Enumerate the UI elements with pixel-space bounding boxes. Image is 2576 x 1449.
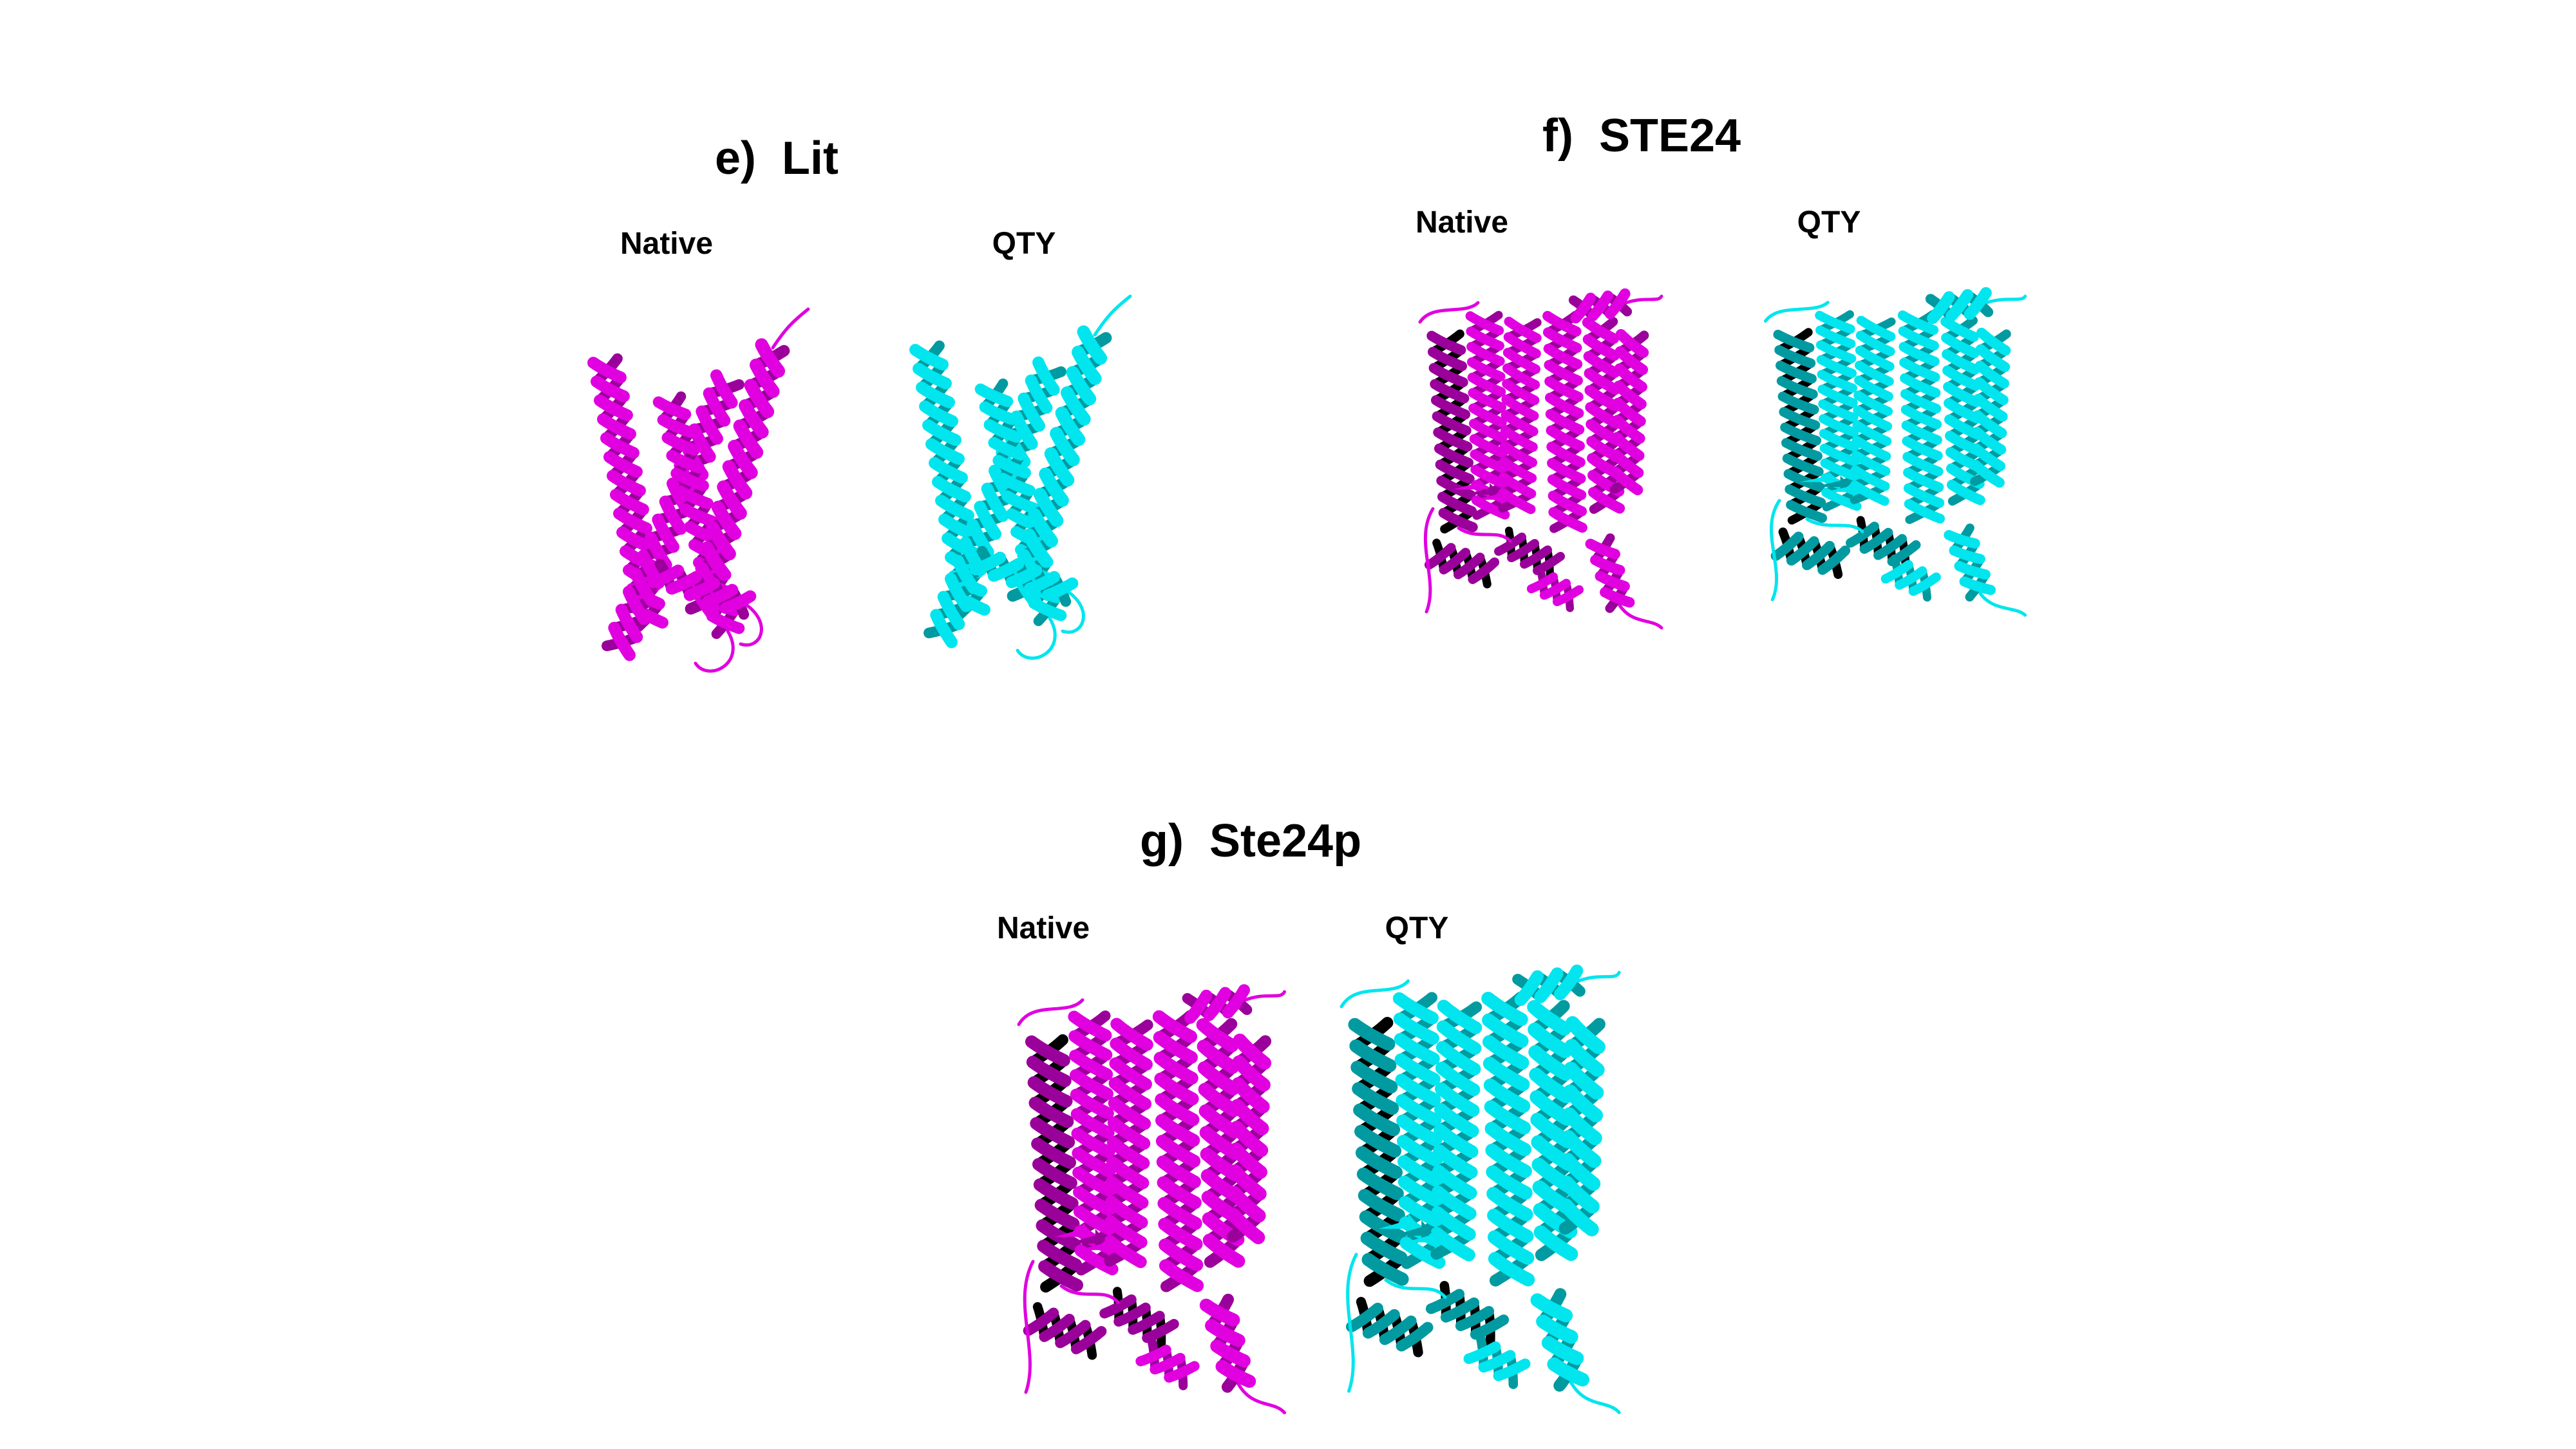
helix <box>1591 538 1630 608</box>
helix <box>1159 1016 1197 1286</box>
helix <box>1233 1040 1265 1237</box>
loop <box>773 309 808 348</box>
helix <box>1949 528 1991 597</box>
loop <box>1980 594 2025 616</box>
helix <box>1436 1006 1476 1255</box>
loop <box>1987 296 2025 303</box>
loop <box>1807 519 1862 531</box>
helix <box>1141 1341 1195 1386</box>
helix <box>1469 1338 1525 1385</box>
panel-f-qty-structure <box>1752 296 2029 618</box>
panel-g-native-structure <box>1005 992 1288 1417</box>
loop <box>1245 992 1285 1000</box>
panel-g-native-label: Native <box>947 913 1140 944</box>
panel-e-native-structure <box>580 303 811 689</box>
panel-f-qty-label: QTY <box>1732 207 1926 238</box>
helix <box>1432 334 1473 529</box>
helix <box>1352 1302 1428 1352</box>
panel-f-native-structure <box>1407 296 1665 631</box>
helix <box>1429 543 1494 584</box>
loop <box>1578 972 1619 981</box>
helix <box>1886 558 1937 597</box>
helix <box>1188 990 1247 1018</box>
helix <box>1902 314 1940 520</box>
loop <box>1626 296 1662 303</box>
helix <box>1573 294 1627 318</box>
helix <box>1854 321 1891 502</box>
helix <box>1975 333 2006 483</box>
helix <box>1778 332 1823 520</box>
helix <box>1587 321 1620 509</box>
helix <box>1502 321 1537 509</box>
helix <box>1518 971 1580 999</box>
panel-f-title: f) STE24 <box>1542 113 1741 159</box>
loop <box>1571 1383 1620 1412</box>
helix <box>1531 571 1579 609</box>
panel-g-title: g) Ste24p <box>1140 818 1361 864</box>
helix <box>1931 293 1988 319</box>
helix <box>1615 334 1644 489</box>
panel-f-native-label: Native <box>1365 207 1558 238</box>
helix <box>1565 1023 1599 1229</box>
helix <box>1488 998 1528 1280</box>
panel-e-title: e) Lit <box>715 135 838 182</box>
loop <box>1238 1384 1285 1412</box>
panel-e-qty-structure <box>902 290 1133 676</box>
helix <box>1110 1024 1148 1262</box>
helix <box>1548 315 1582 528</box>
helix <box>1206 1300 1249 1387</box>
helix <box>1946 321 1980 502</box>
panel-g-qty-label: QTY <box>1320 913 1513 944</box>
helix <box>1537 1294 1582 1386</box>
loop <box>1620 605 1662 628</box>
loop <box>1459 528 1510 541</box>
panel-g-qty-structure <box>1327 972 1623 1417</box>
helix <box>1028 1307 1101 1355</box>
helix <box>1776 532 1845 574</box>
panel-e-native-label: Native <box>570 229 763 260</box>
helix <box>1850 520 1916 568</box>
loop <box>1095 296 1130 335</box>
panel-e-qty-label: QTY <box>927 229 1121 260</box>
